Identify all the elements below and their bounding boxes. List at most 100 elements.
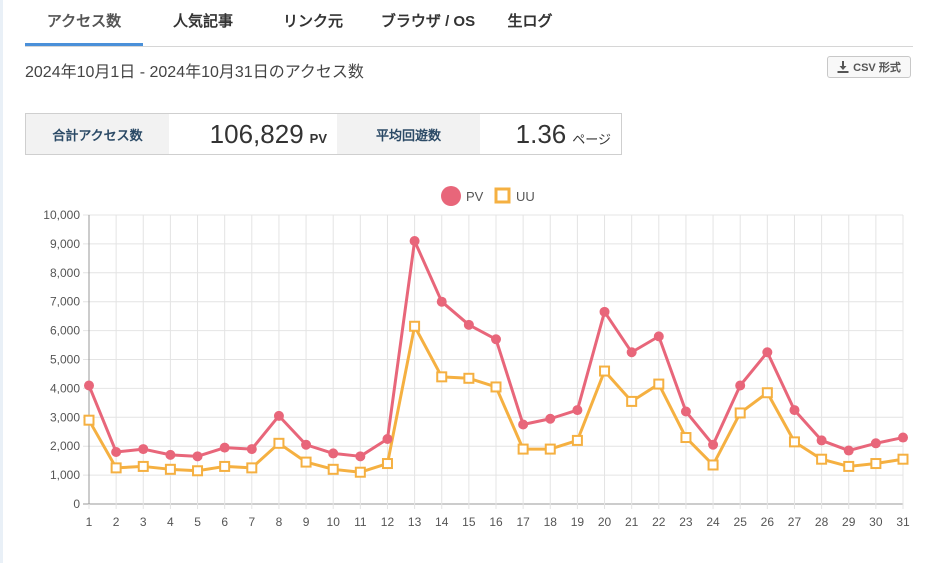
x-tick-label: 27 — [788, 515, 802, 529]
x-tick-label: 1 — [86, 515, 93, 529]
total-access-label: 合計アクセス数 — [26, 114, 169, 154]
uu-point — [246, 462, 258, 474]
uu-point — [436, 371, 448, 383]
legend-pv-label: PV — [466, 189, 484, 204]
x-tick-label: 22 — [652, 515, 666, 529]
pv-point — [138, 444, 149, 455]
uu-point — [761, 387, 773, 399]
x-tick-label: 12 — [381, 515, 395, 529]
pv-point — [626, 347, 637, 358]
pv-point — [301, 439, 312, 450]
uu-point — [192, 465, 204, 477]
legend-uu-marker — [494, 187, 511, 204]
y-tick-label: 4,000 — [50, 381, 80, 395]
x-tick-label: 30 — [869, 515, 883, 529]
x-tick-label: 3 — [140, 515, 147, 529]
pv-point — [518, 419, 529, 430]
y-tick-label: 5,000 — [50, 353, 80, 367]
pv-point — [735, 380, 746, 391]
pv-point — [273, 410, 284, 421]
average-pages-value: 1.36 — [515, 118, 567, 149]
x-tick-label: 25 — [734, 515, 748, 529]
tab-access-count[interactable]: アクセス数 — [25, 0, 143, 46]
y-tick-label: 3,000 — [50, 410, 80, 424]
pv-point — [355, 451, 366, 462]
tab-browser-os[interactable]: ブラウザ / OS — [380, 13, 476, 30]
total-access-value-cell: 106,829 PV — [169, 114, 337, 154]
uu-point — [327, 463, 339, 475]
pv-point — [599, 306, 610, 317]
download-icon — [837, 61, 849, 73]
uu-point — [843, 460, 855, 472]
y-tick-label: 1,000 — [50, 468, 80, 482]
pv-point — [653, 331, 664, 342]
tab-raw-log[interactable]: 生ログ — [507, 13, 553, 30]
csv-export-button[interactable]: CSV 形式 — [827, 56, 911, 78]
csv-button-label: CSV 形式 — [853, 62, 901, 74]
total-access-unit: PV — [309, 130, 327, 146]
access-line-chart: 0 1,000 2,000 3,000 4,000 5,000 6,000 7,000 8,00… — [43, 186, 910, 529]
uu-point — [219, 460, 231, 472]
uu-point — [707, 459, 719, 471]
uu-point — [599, 365, 611, 377]
average-pages-unit: ページ — [572, 131, 611, 147]
uu-point — [816, 453, 828, 465]
uu-point — [544, 443, 556, 455]
y-tick-label: 7,000 — [50, 295, 80, 309]
pv-point — [436, 296, 447, 307]
uu-point — [734, 407, 746, 419]
x-tick-label: 4 — [167, 515, 174, 529]
x-tick-label: 10 — [327, 515, 341, 529]
uu-point — [110, 462, 122, 474]
pv-point — [491, 334, 501, 345]
pv-point — [789, 405, 800, 416]
tab-bar: アクセス数 人気記事 リンク元 ブラウザ / OS 生ログ — [25, 0, 913, 47]
average-pages-value-cell: 1.36 ページ — [480, 114, 621, 154]
uu-point — [83, 414, 95, 426]
y-tick-label: 8,000 — [50, 266, 80, 280]
pv-point — [165, 449, 176, 460]
pv-point — [843, 445, 854, 456]
pv-point — [708, 439, 719, 450]
x-tick-label: 29 — [842, 515, 856, 529]
pv-point — [219, 442, 230, 453]
uu-point — [788, 436, 800, 448]
x-tick-label: 19 — [571, 515, 585, 529]
x-tick-label: 13 — [408, 515, 422, 529]
y-tick-label: 0 — [73, 497, 80, 511]
total-access-value: 106,829 — [209, 118, 304, 149]
x-tick-label: 24 — [706, 515, 720, 529]
pv-point — [572, 405, 583, 416]
average-pages-label: 平均回遊数 — [337, 114, 480, 154]
pv-point — [762, 347, 773, 358]
pv-point — [382, 433, 393, 444]
pv-point — [111, 446, 122, 457]
pv-point — [816, 435, 827, 446]
x-tick-label: 6 — [221, 515, 228, 529]
uu-point — [354, 466, 366, 478]
uu-point — [409, 320, 421, 332]
pv-point — [246, 444, 257, 455]
uu-point — [653, 378, 665, 390]
x-tick-label: 11 — [354, 515, 367, 529]
legend-pv-marker — [441, 186, 461, 206]
tab-referrers[interactable]: リンク元 — [282, 13, 343, 30]
uu-point — [680, 432, 692, 444]
pv-point — [84, 380, 94, 391]
pv-point — [463, 319, 474, 330]
left-edge-strip — [0, 0, 3, 563]
pv-point — [328, 448, 339, 459]
x-tick-label: 20 — [598, 515, 612, 529]
tab-popular-articles[interactable]: 人気記事 — [172, 13, 233, 30]
pv-point — [409, 236, 420, 247]
uu-point — [571, 434, 583, 446]
x-tick-label: 17 — [516, 515, 530, 529]
x-tick-label: 5 — [194, 515, 201, 529]
stats-summary: 合計アクセス数 106,829 PV 平均回遊数 1.36 ページ — [25, 113, 622, 155]
x-tick-label: 8 — [276, 515, 283, 529]
x-tick-label: 15 — [462, 515, 476, 529]
uu-point — [300, 456, 312, 468]
x-tick-label: 21 — [625, 515, 639, 529]
date-range-title: 2024年10月1日 - 2024年10月31日のアクセス数 — [25, 64, 364, 81]
uu-point — [164, 463, 176, 475]
